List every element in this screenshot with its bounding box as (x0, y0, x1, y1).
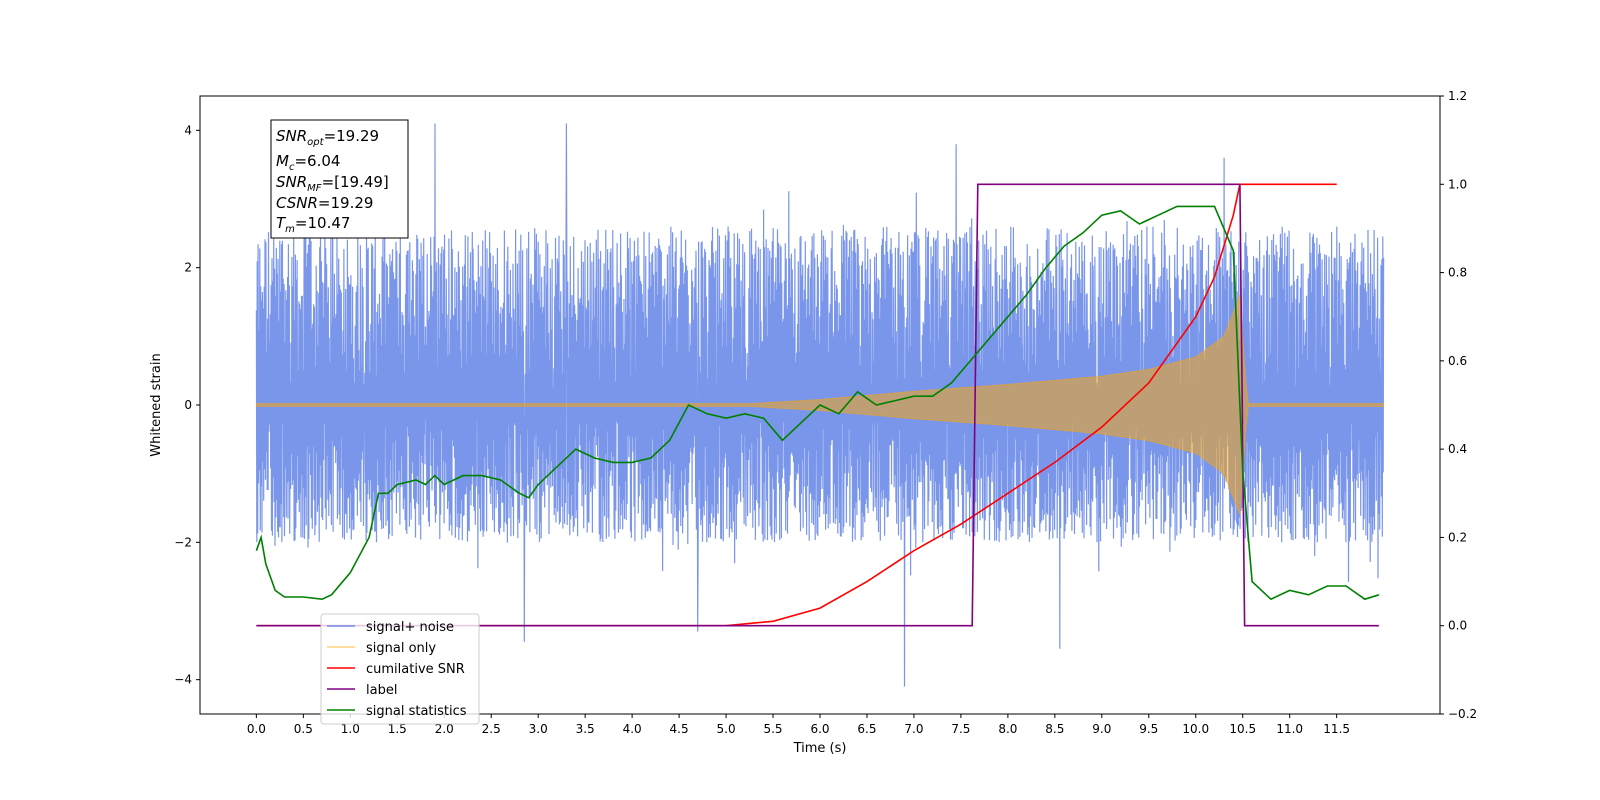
x-tick-label: 3.5 (576, 722, 595, 736)
legend-items: signal+ noise signal only cumilative SNR la… (327, 620, 467, 719)
annotation-line-snr-mf: SNRMF=[19.49] (276, 173, 389, 194)
series-cumilative-snr (256, 183, 1337, 627)
x-tick-label: 7.0 (904, 722, 923, 736)
y-tick-label: 2 (184, 261, 192, 275)
x-tick-label: 8.0 (998, 722, 1017, 736)
x-tick-label: 7.5 (951, 722, 970, 736)
x-tick-label: 6.5 (857, 722, 876, 736)
x-tick-label: 6.0 (810, 722, 829, 736)
x-tick-label: 1.0 (341, 722, 360, 736)
x-tick-label: 2.5 (482, 722, 501, 736)
x-tick-label: 10.5 (1229, 722, 1256, 736)
x-tick-label: 10.0 (1182, 722, 1209, 736)
x-tick-label: 0.5 (294, 722, 313, 736)
x-tick-label: 0.0 (247, 722, 266, 736)
x-tick-label: 5.5 (763, 722, 782, 736)
axes-layer: 0.0 0.5 1.0 1.5 2.0 2.5 3.0 3.5 4.0 4.5 5.0 5.5 6.0 6… (174, 89, 1477, 736)
y2-tick-label: 1.0 (1448, 177, 1467, 191)
annotation-box: SNRopt=19.29 Mc=6.04 SNRMF=[19.49] CSNR=… (270, 119, 409, 239)
legend-label-cumilative-snr: cumilative SNR (366, 662, 465, 677)
y2-tick-label: 1.2 (1448, 89, 1467, 103)
series-signal-statistics (255, 205, 1380, 601)
legend-label-signal-noise: signal+ noise (366, 620, 454, 635)
x-tick-label: 11.0 (1276, 722, 1303, 736)
annotation-line-tm: Tm=10.47 (276, 214, 350, 235)
x-tick-label: 4.5 (670, 722, 689, 736)
y2-tick-label: −0.2 (1448, 707, 1477, 721)
y-tick-label: −2 (174, 535, 192, 549)
x-tick-label: 5.0 (717, 722, 736, 736)
plot-layer (255, 123, 1385, 687)
legend-label-label: label (366, 683, 397, 698)
x-tick-label: 1.5 (388, 722, 407, 736)
y2-tick-label: 0.0 (1448, 619, 1467, 633)
y-tick-label: 4 (184, 123, 192, 137)
annotation-line-mc: Mc=6.04 (276, 152, 340, 173)
x-tick-label: 9.0 (1092, 722, 1111, 736)
x-axis-label: Time (s) (793, 741, 847, 756)
annotation-line-snr-opt: SNRopt=19.29 (276, 127, 379, 148)
y2-tick-label: 0.8 (1448, 266, 1467, 280)
annotation-frame (270, 119, 409, 239)
y2-tick-label: 0.2 (1448, 530, 1467, 544)
y-tick-label: 0 (184, 398, 192, 412)
legend-label-signal-only: signal only (366, 641, 436, 656)
y-axis-label: Whitened strain (149, 353, 164, 456)
legend: signal+ noise signal only cumilative SNR la… (320, 613, 480, 725)
legend-label-signal-statistics: signal statistics (366, 704, 467, 719)
y-tick-label: −4 (174, 673, 192, 687)
y2-tick-label: 0.6 (1448, 354, 1467, 368)
x-tick-label: 8.5 (1045, 722, 1064, 736)
x-tick-label: 9.5 (1139, 722, 1158, 736)
x-tick-label: 3.0 (529, 722, 548, 736)
series-label (256, 183, 1379, 627)
annotation-line-csnr: CSNR=19.29 (276, 194, 373, 212)
legend-frame (320, 613, 480, 725)
x-tick-label: 2.0 (435, 722, 454, 736)
x-tick-label: 4.0 (623, 722, 642, 736)
x-tick-label: 11.5 (1323, 722, 1350, 736)
y2-tick-label: 0.4 (1448, 442, 1467, 456)
